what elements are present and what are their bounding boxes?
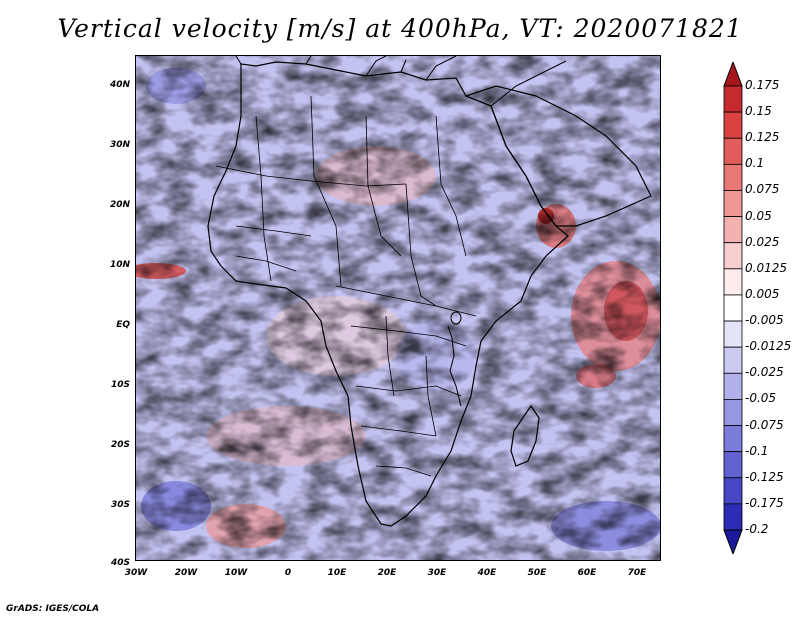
colorbar-label: 0.075 <box>745 182 780 197</box>
colorbar-label: 0.125 <box>745 130 780 145</box>
colorbar-label: -0.2 <box>745 522 769 536</box>
colorbar-label: -0.025 <box>745 365 784 380</box>
lon-label: 10E <box>327 568 347 578</box>
colorbar-label: -0.05 <box>745 391 777 406</box>
colorbar-segment <box>723 163 743 191</box>
lat-label: 20S <box>110 440 130 450</box>
colorbar-label: -0.175 <box>745 495 784 510</box>
lon-label: 60E <box>577 568 597 578</box>
country-borders <box>215 95 477 477</box>
lon-label: 50E <box>527 568 547 578</box>
lat-label: 10N <box>109 260 130 270</box>
lake-outline <box>447 325 462 407</box>
grads-credit: GrADS: IGES/COLA <box>6 604 100 614</box>
colorbar-segment <box>723 294 743 322</box>
lat-label: 30S <box>110 500 130 510</box>
colorbar-segment <box>723 111 743 139</box>
lat-label: 40N <box>109 80 130 90</box>
lon-label: 40E <box>477 568 497 578</box>
map-plot <box>135 55 661 561</box>
lon-label: 30E <box>427 568 447 578</box>
colorbar-segment <box>723 320 743 348</box>
colorbar-segment <box>723 346 743 374</box>
colorbar-label: -0.005 <box>745 313 784 328</box>
arabia-outline <box>464 85 652 227</box>
colorbar-label: -0.0125 <box>745 339 792 354</box>
colorbar-label: 0.15 <box>745 104 772 119</box>
colorbar <box>723 62 743 554</box>
colorbar-segment <box>723 137 743 165</box>
lat-label: 20N <box>109 200 130 210</box>
lon-label: 20W <box>174 568 198 578</box>
lon-label: 0 <box>284 568 292 578</box>
madagascar-outline <box>510 404 540 467</box>
colorbar-segment <box>723 216 743 244</box>
colorbar-segment <box>723 425 743 453</box>
colorbar-label: 0.025 <box>745 234 780 249</box>
colorbar-label: 0.1 <box>745 156 765 171</box>
colorbar-segment <box>723 503 743 531</box>
colorbar-label: -0.075 <box>745 417 784 432</box>
lat-label: 10S <box>110 380 130 390</box>
colorbar-label: 0.175 <box>745 78 780 92</box>
lon-label: 10W <box>224 568 248 578</box>
colorbar-bottom-arrow <box>723 529 743 554</box>
colorbar-label: 0.05 <box>745 208 772 223</box>
lat-label: 30N <box>109 140 130 150</box>
colorbar-segment <box>723 242 743 270</box>
colorbar-segment <box>723 451 743 479</box>
colorbar-segment <box>723 399 743 426</box>
lon-label: 30W <box>124 568 148 578</box>
colorbar-label: 0.0125 <box>745 260 787 275</box>
lake-outline <box>450 311 462 325</box>
colorbar-segment <box>723 268 743 296</box>
colorbar-label: 0.005 <box>745 286 780 301</box>
colorbar-segment <box>723 477 743 505</box>
map-title: Vertical velocity [m/s] at 400hPa, VT: 2… <box>57 14 743 43</box>
lat-label: 40S <box>110 558 130 568</box>
europe-coastline <box>235 56 567 107</box>
field-noise <box>136 56 660 560</box>
colorbar-segment <box>723 372 743 400</box>
colorbar-segment <box>723 190 743 217</box>
lat-label: EQ <box>116 320 130 330</box>
colorbar-label: -0.1 <box>745 443 769 458</box>
lon-label: 20E <box>377 568 397 578</box>
africa-coastline <box>207 61 569 527</box>
velocity-field <box>136 56 660 560</box>
colorbar-segment <box>723 85 743 113</box>
colorbar-label: -0.125 <box>745 469 784 484</box>
colorbar-top-arrow <box>723 62 743 87</box>
lon-label: 70E <box>627 568 647 578</box>
